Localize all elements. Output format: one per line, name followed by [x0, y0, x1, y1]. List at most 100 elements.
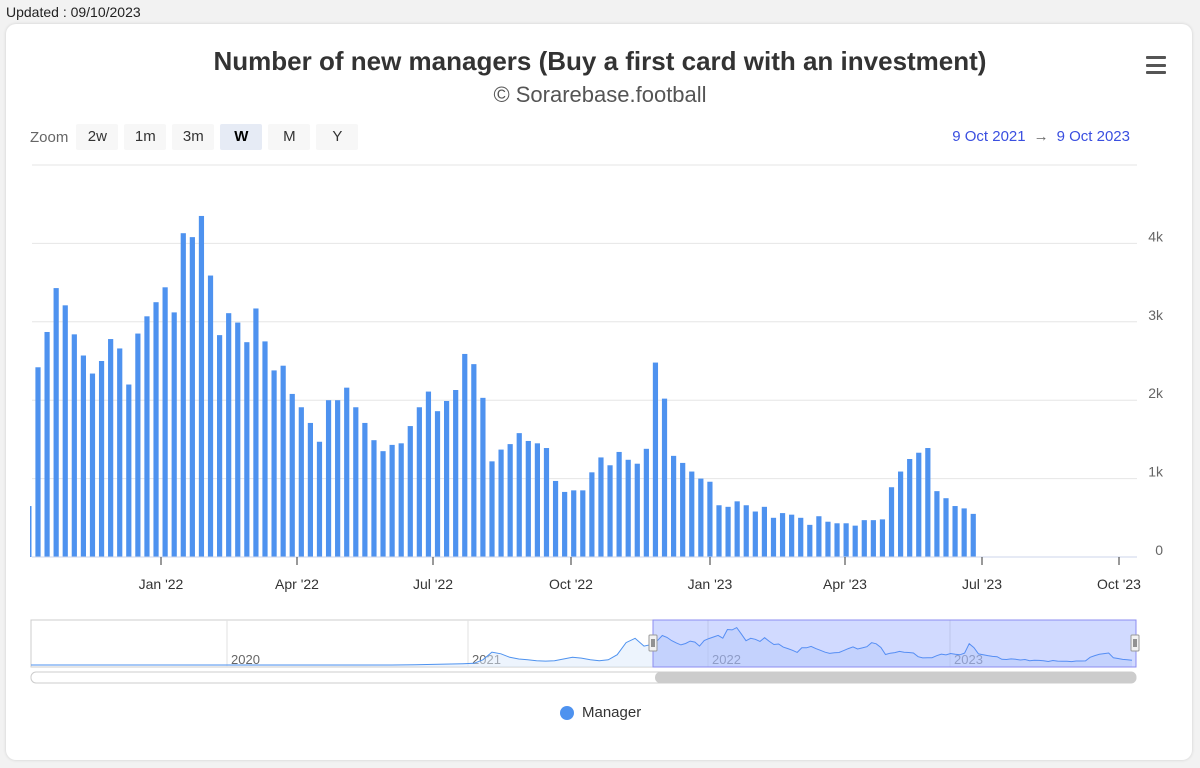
- bar[interactable]: [779, 513, 786, 557]
- bar[interactable]: [816, 516, 822, 557]
- bar[interactable]: [943, 498, 949, 557]
- navigator-selection[interactable]: [652, 619, 1137, 668]
- bar[interactable]: [480, 397, 486, 557]
- bar[interactable]: [698, 478, 704, 557]
- range-from-input[interactable]: 9 Oct 2021: [952, 128, 1026, 145]
- bar[interactable]: [580, 490, 586, 557]
- bar[interactable]: [507, 444, 513, 557]
- bar[interactable]: [389, 444, 395, 557]
- bar[interactable]: [907, 459, 913, 557]
- bar-series-manager[interactable]: [30, 215, 976, 558]
- bar[interactable]: [643, 448, 649, 557]
- bar[interactable]: [852, 525, 858, 557]
- bar[interactable]: [552, 480, 559, 557]
- bar[interactable]: [798, 517, 804, 557]
- bar[interactable]: [53, 288, 59, 557]
- bar[interactable]: [444, 400, 450, 557]
- zoom-3m-button[interactable]: 3m: [172, 124, 215, 150]
- bar[interactable]: [525, 440, 531, 557]
- bar[interactable]: [371, 440, 377, 557]
- bar[interactable]: [353, 407, 359, 557]
- bar[interactable]: [734, 501, 740, 557]
- bar[interactable]: [453, 390, 459, 557]
- bar[interactable]: [407, 426, 413, 557]
- bar[interactable]: [970, 513, 976, 557]
- bar[interactable]: [235, 322, 241, 557]
- bar[interactable]: [534, 443, 540, 557]
- bar[interactable]: [916, 452, 922, 557]
- bar[interactable]: [280, 365, 286, 557]
- bar[interactable]: [607, 465, 613, 557]
- bar[interactable]: [571, 490, 577, 557]
- bar[interactable]: [807, 524, 813, 557]
- bar[interactable]: [743, 505, 749, 557]
- bar[interactable]: [961, 508, 967, 557]
- bar[interactable]: [489, 461, 495, 557]
- bar[interactable]: [262, 341, 268, 557]
- bar[interactable]: [180, 233, 186, 557]
- bar[interactable]: [307, 422, 313, 557]
- navigator-left-handle[interactable]: [648, 634, 658, 652]
- bar[interactable]: [562, 491, 568, 557]
- zoom-w-button[interactable]: W: [220, 124, 263, 150]
- bar[interactable]: [707, 481, 713, 557]
- bar[interactable]: [879, 519, 886, 557]
- bar[interactable]: [207, 275, 214, 557]
- bar[interactable]: [543, 448, 550, 557]
- bar[interactable]: [80, 355, 86, 557]
- chart-menu-icon[interactable]: [1140, 52, 1172, 78]
- bar[interactable]: [471, 364, 477, 557]
- bar[interactable]: [44, 331, 50, 557]
- bar[interactable]: [752, 511, 758, 557]
- bar[interactable]: [434, 411, 441, 557]
- bar[interactable]: [108, 339, 114, 557]
- bar[interactable]: [634, 463, 640, 557]
- bar[interactable]: [716, 505, 722, 557]
- bar[interactable]: [898, 471, 904, 557]
- bar[interactable]: [680, 462, 686, 557]
- bar[interactable]: [616, 451, 622, 557]
- zoom-m-button[interactable]: M: [268, 124, 311, 150]
- bar[interactable]: [425, 391, 432, 557]
- bar[interactable]: [925, 448, 931, 557]
- bar[interactable]: [289, 393, 295, 557]
- bar[interactable]: [135, 333, 141, 557]
- bar[interactable]: [934, 491, 940, 557]
- bar[interactable]: [335, 400, 341, 557]
- bar[interactable]: [671, 455, 677, 557]
- bar[interactable]: [770, 517, 777, 557]
- scrollbar-thumb[interactable]: [655, 672, 1136, 683]
- bar[interactable]: [789, 514, 795, 557]
- bar[interactable]: [316, 441, 323, 557]
- bar[interactable]: [589, 472, 595, 557]
- bar[interactable]: [462, 353, 468, 557]
- bar[interactable]: [870, 520, 876, 557]
- bar[interactable]: [271, 370, 277, 557]
- bar[interactable]: [117, 348, 123, 557]
- bar[interactable]: [217, 335, 223, 557]
- bar[interactable]: [598, 457, 604, 557]
- bar[interactable]: [398, 443, 404, 557]
- navigator[interactable]: 2020202120222023: [30, 619, 1140, 684]
- range-to-input[interactable]: 9 Oct 2023: [1056, 128, 1130, 145]
- bar[interactable]: [244, 342, 250, 557]
- bar[interactable]: [725, 506, 731, 557]
- bar[interactable]: [226, 313, 232, 557]
- bar[interactable]: [952, 506, 958, 557]
- navigator-right-handle[interactable]: [1130, 634, 1140, 652]
- bar[interactable]: [834, 523, 840, 557]
- bar[interactable]: [144, 316, 150, 557]
- bar[interactable]: [888, 487, 895, 557]
- bar[interactable]: [171, 312, 177, 557]
- bar[interactable]: [198, 215, 205, 557]
- bar[interactable]: [153, 302, 159, 557]
- zoom-1m-button[interactable]: 1m: [124, 124, 167, 150]
- legend-item-manager[interactable]: Manager: [560, 704, 641, 721]
- bar[interactable]: [652, 362, 659, 557]
- bar[interactable]: [416, 407, 422, 557]
- bar[interactable]: [162, 287, 168, 557]
- bar[interactable]: [861, 520, 867, 557]
- bar[interactable]: [126, 384, 132, 557]
- bar[interactable]: [498, 449, 504, 557]
- bar[interactable]: [344, 387, 350, 557]
